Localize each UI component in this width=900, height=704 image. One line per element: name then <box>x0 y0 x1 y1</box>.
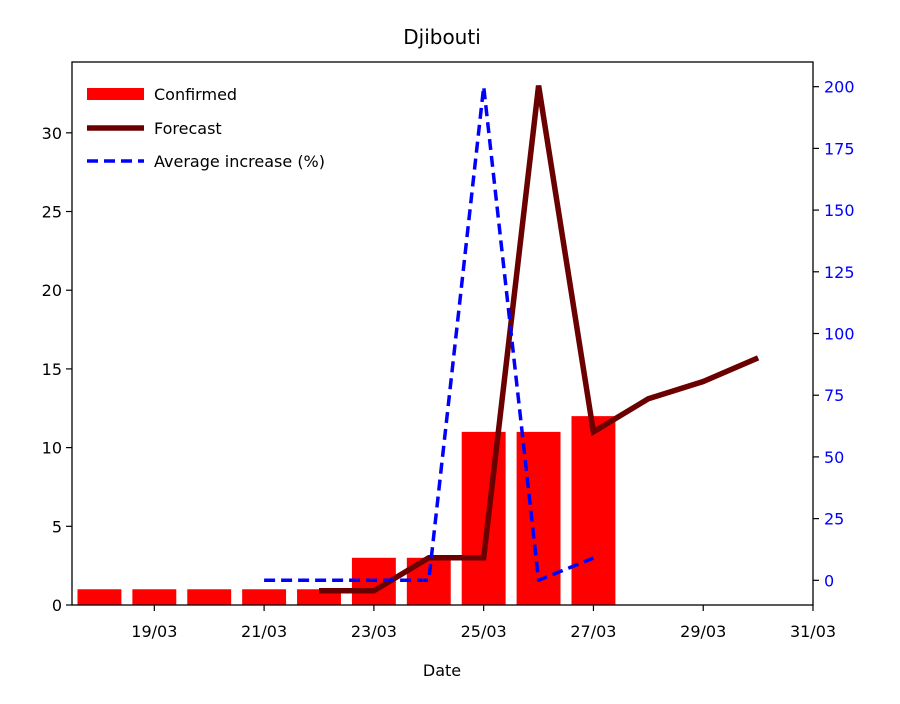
x-tick-label: 19/03 <box>131 622 177 641</box>
y2-tick-label: 125 <box>824 263 855 282</box>
average-increase-line <box>264 84 595 583</box>
x-tick-label: 27/03 <box>570 622 616 641</box>
y2-tick-label: 25 <box>824 510 844 529</box>
y-tick-label: 0 <box>52 596 62 615</box>
legend-label: Confirmed <box>154 85 237 104</box>
y2-tick-label: 150 <box>824 201 855 220</box>
series-lines <box>264 84 760 594</box>
y2-tick-label: 0 <box>824 571 834 590</box>
x-axis: 19/03 21/03 23/03 25/03 27/03 29/03 31/03 <box>131 605 836 641</box>
y2-tick-label: 200 <box>824 78 855 97</box>
confirmed-bar <box>187 589 232 605</box>
x-tick-label: 21/03 <box>241 622 287 641</box>
x-tick-label: 31/03 <box>790 622 836 641</box>
y2-tick-label: 50 <box>824 448 844 467</box>
y2-tick-label: 175 <box>824 139 855 158</box>
y-tick-label: 25 <box>42 203 62 222</box>
x-tick-label: 23/03 <box>351 622 397 641</box>
y2-tick-label: 75 <box>824 386 844 405</box>
y-tick-label: 10 <box>42 439 62 458</box>
confirmed-bar <box>242 589 287 605</box>
legend: Confirmed Forecast Average increase (%) <box>87 85 325 171</box>
plot-frame <box>71 61 814 606</box>
confirmed-bar <box>571 416 616 605</box>
confirmed-bar <box>132 589 177 605</box>
x-tick-label: 29/03 <box>680 622 726 641</box>
left-y-axis: 0 5 10 15 20 25 30 <box>42 124 72 615</box>
confirmed-bar <box>461 431 506 605</box>
y-tick-label: 15 <box>42 360 62 379</box>
chart-title: Djibouti <box>403 25 481 49</box>
y-tick-label: 30 <box>42 124 62 143</box>
y-tick-label: 5 <box>52 517 62 536</box>
right-y-axis: 0 25 50 75 100 125 150 175 200 <box>813 78 855 590</box>
legend-label: Average increase (%) <box>154 152 325 171</box>
confirmed-bar <box>77 589 122 605</box>
confirmed-bars <box>77 416 616 605</box>
legend-swatch-confirmed <box>87 88 144 100</box>
y2-tick-label: 100 <box>824 325 855 344</box>
x-tick-label: 25/03 <box>461 622 507 641</box>
y-tick-label: 20 <box>42 281 62 300</box>
legend-label: Forecast <box>154 119 222 138</box>
x-axis-label: Date <box>423 661 461 680</box>
